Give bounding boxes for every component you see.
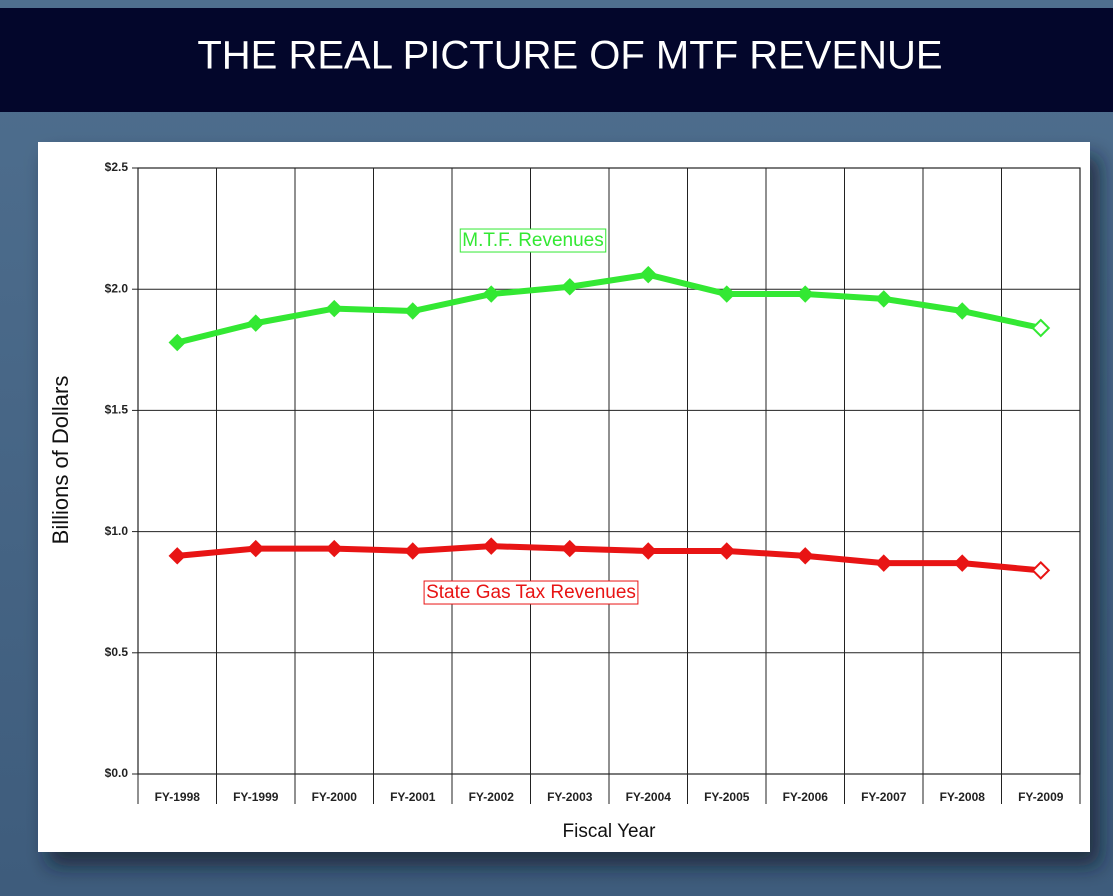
y-tick-label: $2.5 — [105, 160, 129, 174]
chart-panel — [38, 142, 1090, 852]
data-point — [168, 547, 186, 565]
series-label: M.T.F. Revenues — [462, 230, 604, 251]
data-point — [796, 547, 814, 565]
y-axis-label: Billions of Dollars — [48, 376, 73, 545]
data-point — [482, 537, 500, 555]
slide-title: THE REAL PICTURE OF MTF REVENUE — [197, 34, 942, 78]
data-point — [482, 285, 500, 303]
y-tick-label: $1.0 — [105, 524, 129, 538]
data-point — [796, 285, 814, 303]
x-tick-label: FY-2006 — [783, 790, 829, 804]
data-point — [168, 333, 186, 352]
y-tick-label: $1.5 — [105, 403, 129, 417]
data-point — [325, 299, 343, 318]
data-point — [718, 285, 736, 303]
data-point — [1031, 318, 1051, 338]
data-point — [953, 554, 971, 572]
data-point — [875, 554, 893, 572]
data-point — [247, 314, 265, 332]
data-point — [639, 265, 657, 284]
y-tick-label: $0.0 — [105, 766, 129, 780]
x-axis-label: Fiscal Year — [563, 821, 657, 842]
data-point — [561, 539, 579, 558]
series-line — [176, 271, 1042, 346]
data-point — [561, 278, 579, 296]
x-tick-label: FY-1999 — [233, 790, 279, 804]
x-tick-label: FY-2007 — [861, 790, 907, 804]
plot-frame — [137, 167, 1081, 775]
data-point — [404, 302, 422, 320]
x-tick-label: FY-1998 — [155, 790, 201, 804]
data-point — [718, 542, 736, 560]
x-tick-label: FY-2001 — [390, 790, 436, 804]
series-line — [176, 543, 1042, 574]
data-point — [639, 542, 657, 560]
series-label-box — [459, 228, 607, 253]
data-point — [325, 539, 343, 558]
x-tick-label: FY-2004 — [626, 790, 672, 804]
data-point — [953, 302, 971, 320]
header-band — [0, 8, 1113, 112]
data-point — [875, 290, 893, 308]
data-point — [247, 539, 265, 558]
x-tick-label: FY-2003 — [547, 790, 593, 804]
x-tick-label: FY-2005 — [704, 790, 750, 804]
y-tick-label: $0.5 — [105, 645, 129, 659]
series-label: State Gas Tax Revenues — [426, 582, 636, 603]
series-label-box — [423, 580, 639, 605]
x-tick-label: FY-2009 — [1018, 790, 1064, 804]
x-tick-label: FY-2000 — [312, 790, 358, 804]
x-tick-label: FY-2008 — [940, 790, 986, 804]
y-tick-label: $2.0 — [105, 281, 129, 295]
data-point — [404, 542, 422, 560]
x-tick-label: FY-2002 — [469, 790, 515, 804]
data-point — [1031, 560, 1051, 580]
